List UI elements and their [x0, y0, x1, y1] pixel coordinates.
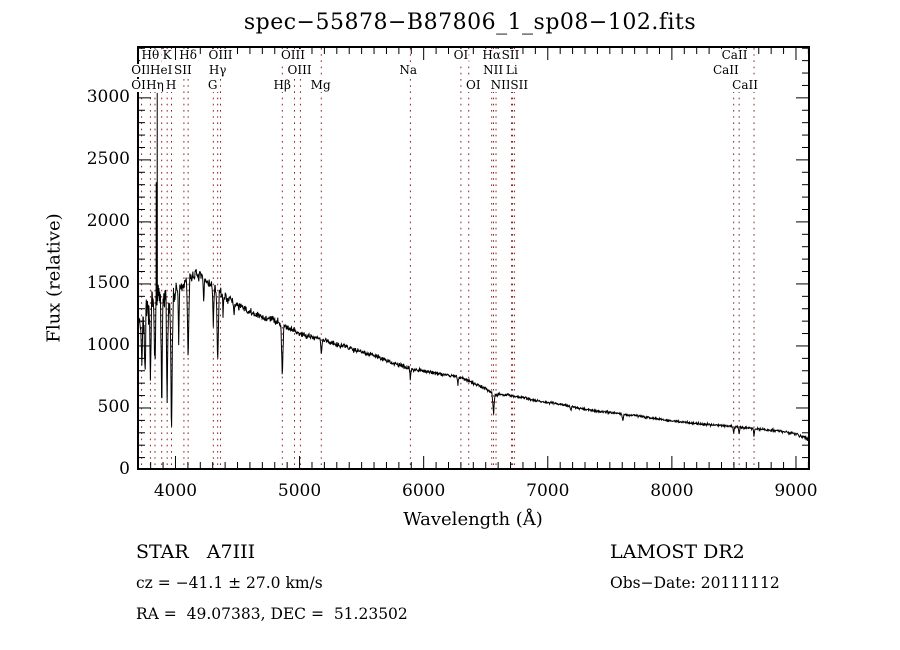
spectral-line-label: Hγ [207, 63, 228, 77]
x-tick-label: 9000 [774, 481, 818, 501]
spectral-line-label: SII [509, 78, 530, 92]
y-tick-label: 1500 [86, 272, 130, 293]
spectral-line-label: NII [489, 78, 512, 92]
spectral-line-label: OIII [207, 48, 234, 62]
x-tick-label: 4000 [153, 481, 198, 501]
spectral-line-label: NII [482, 63, 505, 77]
spectral-line-label: OII [130, 63, 152, 77]
spectral-line-label: G [206, 78, 219, 92]
spectral-line-label: H [164, 78, 178, 92]
footer-ra-dec: RA = 49.07383, DEC = 51.23502 [136, 605, 408, 623]
y-tick-label: 500 [97, 396, 130, 417]
y-tick-label: 2000 [86, 210, 130, 231]
spectrum-canvas [137, 46, 810, 470]
spectral-line-label: Hθ [140, 48, 161, 62]
y-axis-title: Flux (relative) [43, 213, 65, 343]
footer-cz-value: cz = −41.1 ± 27.0 km/s [136, 574, 323, 592]
spectral-line-label: Hδ [178, 48, 198, 62]
spectral-line-label: SII [500, 48, 521, 62]
spectral-line-label: OIII [286, 63, 313, 77]
footer-survey: LAMOST DR2 [610, 541, 745, 563]
x-tick-label: 6000 [402, 481, 446, 501]
spectral-line-label: CaII [731, 78, 760, 92]
spectral-line-label: CaII [711, 63, 740, 77]
spectral-line-label: Hβ [272, 78, 292, 92]
spectral-line-label: Mg [309, 78, 332, 92]
y-tick-label: 0 [119, 459, 130, 479]
y-tick-label: 3000 [86, 86, 130, 107]
spectral-line-label: Li [504, 63, 519, 77]
spectral-line-label: CaII [720, 48, 749, 62]
plot-frame [137, 46, 810, 470]
spectral-line-label: OI [465, 78, 482, 92]
spectral-line-label: Na [398, 63, 418, 77]
x-axis-title: Wavelength (Å) [403, 509, 543, 530]
x-tick-label: 8000 [650, 481, 694, 501]
x-tick-label: 7000 [526, 481, 570, 501]
y-tick-label: 2500 [86, 148, 130, 169]
spectrum-curve [137, 92, 810, 442]
x-tick-label: 5000 [277, 481, 322, 501]
y-tick-label: 1000 [86, 334, 130, 355]
spectral-line-label: HeI [149, 63, 174, 77]
spectral-line-label: Hα [481, 48, 502, 62]
plot-title: spec−55878−B87806_1_sp08−102.fits [243, 10, 697, 35]
spectral-line-label: OI [452, 48, 470, 62]
plot-area [137, 46, 810, 470]
spectral-line-label: K [161, 48, 173, 62]
spectral-line-label: OIII [279, 48, 307, 62]
spectral-line-label: SII [173, 63, 193, 77]
footer-classification: STAR A7III [136, 541, 256, 563]
footer-obs-date: Obs−Date: 20111112 [610, 574, 780, 592]
spectral-line-label: Hη [145, 78, 165, 92]
